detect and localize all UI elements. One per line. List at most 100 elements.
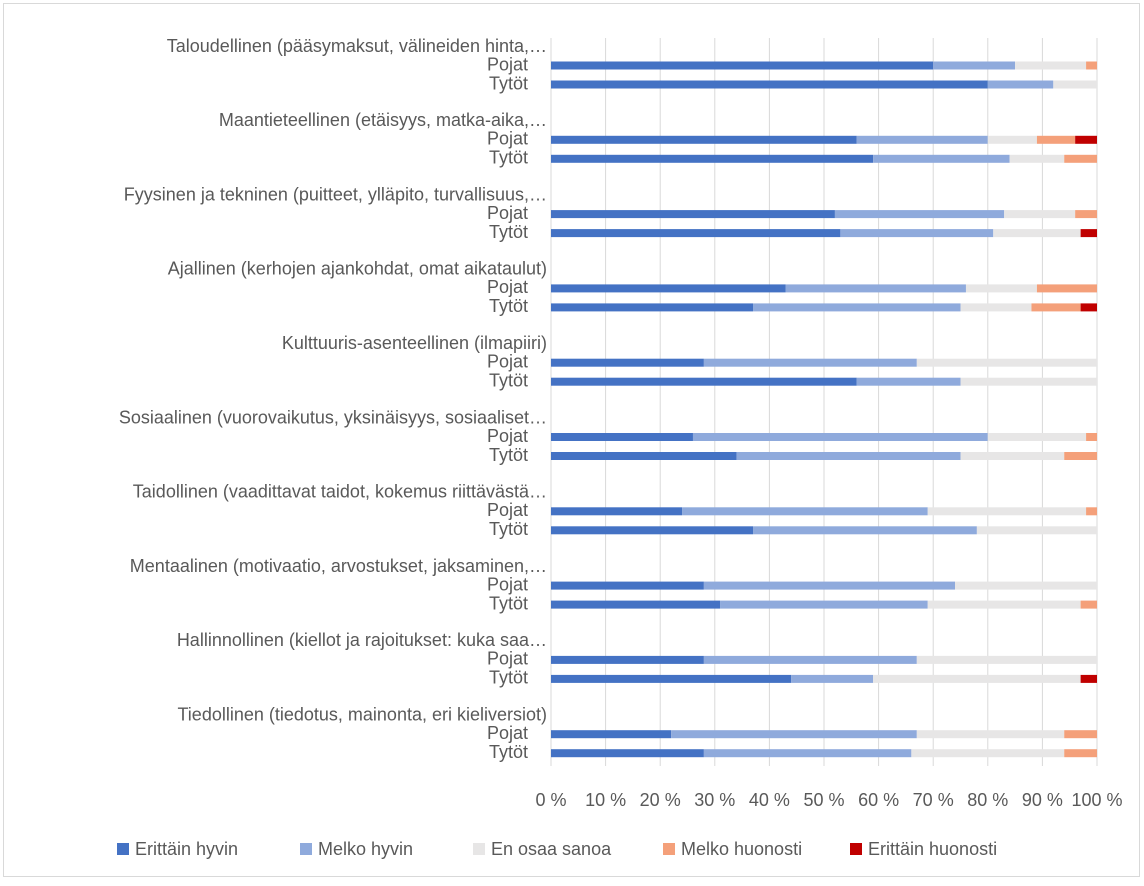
bar-segment [1031,303,1081,312]
bar-segment [927,507,1087,516]
x-tick-label: 0 % [535,790,566,810]
group-label: Taidollinen (vaadittavat taidot, kokemus… [133,482,547,502]
bar-segment [1080,303,1097,312]
bar-segment [1015,61,1087,70]
bar-segment [753,526,977,535]
bar-segment [703,749,912,758]
bar-segment [960,303,1032,312]
legend-label: Melko hyvin [318,839,413,859]
bar-segment [551,229,841,238]
bar-segment [736,452,961,460]
bar-segment [1036,284,1097,293]
bar-segment [720,600,928,609]
x-tick-label: 10 % [585,790,626,810]
bar-segment [960,377,1097,386]
bar-segment [703,581,956,590]
bar-segment [551,600,721,609]
bar-segment [682,507,928,516]
bar-segment [551,80,988,89]
legend-swatch [300,843,312,855]
legend-label: En osaa sanoa [491,839,612,859]
bar-segment [551,210,835,219]
bar-segment [1075,210,1097,219]
bar-segment [551,377,857,386]
bar-segment [551,749,704,758]
bar-segment [987,135,1037,144]
y-tick-label: Tytöt [489,370,528,390]
bar-segment [933,61,1016,70]
group-label: Kulttuuris-asenteellinen (ilmapiiri) [282,333,547,353]
x-tick-label: 80 % [967,790,1008,810]
bar-segment [1080,600,1097,609]
group-label: Fyysinen ja tekninen (puitteet, ylläpito… [124,184,547,204]
bar-segment [965,284,1037,293]
y-tick-label: Tytöt [489,742,528,762]
group-label: Tiedollinen (tiedotus, mainonta, eri kie… [177,704,547,724]
bar-segment [1064,154,1097,163]
group-label: Ajallinen (kerhojen ajankohdat, omat aik… [168,259,547,279]
bar-segment [551,674,792,683]
bar-segment [551,507,683,516]
bar-segment [834,210,1005,219]
bar-segment [551,154,874,163]
bar-segment [1004,210,1076,219]
legend-swatch [473,843,485,855]
bar-segment [551,433,693,441]
bar-segment [1086,61,1097,70]
bar-segment [785,284,966,293]
x-tick-label: 30 % [694,790,735,810]
bar-segment [916,730,1065,739]
bar-segment [976,526,1097,535]
x-tick-label: 60 % [858,790,899,810]
y-tick-label: Tytöt [489,296,528,316]
y-tick-label: Pojat [487,203,528,223]
group-label: Maantieteellinen (etäisyys, matka-aika,… [219,110,547,130]
y-tick-label: Tytöt [489,593,528,613]
y-tick-label: Pojat [487,723,528,743]
bar-segment [1075,135,1097,144]
bar-segment [551,655,704,664]
bar-segment [1036,135,1076,144]
x-tick-label: 70 % [913,790,954,810]
bar-segment [671,730,917,739]
legend-swatch [663,843,675,855]
bar-segment [955,581,1097,590]
bar-segment [987,433,1087,441]
y-tick-label: Tytöt [489,668,528,688]
x-tick-label: 100 % [1071,790,1122,810]
bar-segment [551,581,704,590]
bar-segment [916,358,1097,367]
x-tick-label: 40 % [749,790,790,810]
bar-segment [551,358,704,367]
y-tick-label: Pojat [487,54,528,74]
group-label: Hallinnollinen (kiellot ja rajoitukset: … [177,630,547,650]
x-tick-label: 20 % [640,790,681,810]
bar-segment [1064,730,1097,739]
bar-segment [692,433,988,441]
bar-segment [856,135,988,144]
bar-segment [703,358,917,367]
y-tick-label: Pojat [487,500,528,520]
bar-segment [551,452,737,460]
bar-segment [873,674,1081,683]
group-label: Taloudellinen (pääsymaksut, välineiden h… [167,36,547,56]
group-label: Sosiaalinen (vuorovaikutus, yksinäisyys,… [119,407,547,427]
y-tick-label: Pojat [487,351,528,371]
bar-segment [911,749,1065,758]
bar-segment [551,526,754,535]
legend-swatch [117,843,129,855]
y-tick-label: Tytöt [489,222,528,242]
bar-segment [916,655,1097,664]
bar-segment [703,655,917,664]
bar-segment [840,229,994,238]
bar-segment [791,674,874,683]
y-tick-label: Pojat [487,277,528,297]
bar-segment [753,303,961,312]
legend-swatch [850,843,862,855]
bar-segment [927,600,1081,609]
group-label: Mentaalinen (motivaatio, arvostukset, ja… [130,556,547,576]
bar-segment [1064,749,1097,758]
y-tick-label: Tytöt [489,148,528,168]
bar-segment [1064,452,1097,460]
